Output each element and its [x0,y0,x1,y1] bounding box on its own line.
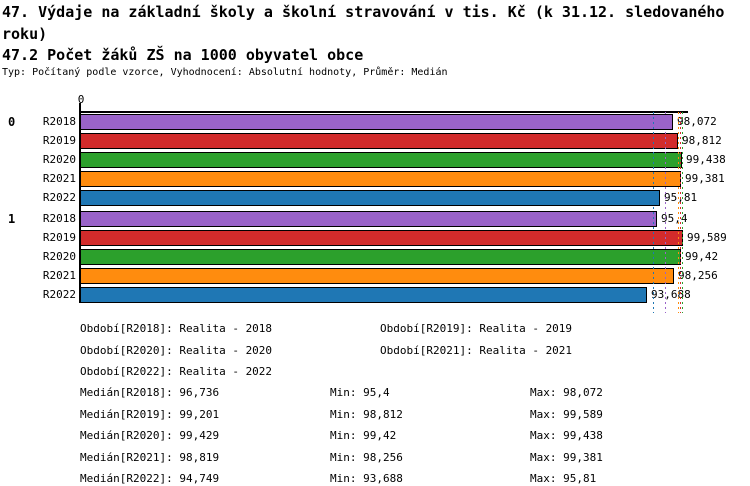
legend-item: Období[R2021]: Realita - 2021 [380,343,573,357]
bar-0-R2019 [80,133,678,149]
stat-max: Max: 99,381 [530,450,603,464]
bar-value-label: 93,688 [651,288,691,301]
bar-1-R2019 [80,230,683,246]
bar-1-R2022 [80,287,647,303]
stat-max: Max: 95,81 [530,472,597,485]
indicator-subtitle: 47.2 Počet žáků ZŠ na 1000 obyvatel obce [2,46,364,64]
stat-min: Min: 98,256 [330,450,403,464]
category-group-label: 1 [8,212,16,226]
category-group-label: 0 [8,115,16,129]
median-line-R2018 [665,112,666,313]
series-row-label: R2022 [42,191,76,204]
stat-median: Medián[R2021]: 98,819 [80,450,220,464]
stat-max: Max: 98,072 [530,386,603,399]
series-row-label: R2021 [42,269,76,282]
series-row-label: R2019 [42,231,76,244]
stat-median: Medián[R2019]: 99,201 [80,407,220,421]
series-row-label: R2019 [42,134,76,147]
indicator-type-line: Typ: Počítaný podle vzorce, Vyhodnocení:… [2,67,448,78]
stat-max: Max: 99,438 [530,429,603,442]
x-axis-tick [79,103,81,111]
median-line-R2020 [682,112,683,313]
series-row-label: R2018 [42,212,76,225]
stat-max: Max: 99,589 [530,407,603,421]
y-axis-line [79,111,81,303]
series-row-label: R2018 [42,115,76,128]
bar-1-R2018 [80,211,657,227]
bar-1-R2021 [80,268,674,284]
bar-value-label: 99,381 [685,172,725,185]
bar-value-label: 98,072 [677,115,717,128]
median-line-R2022 [653,112,654,313]
legend-item: Období[R2022]: Realita - 2022 [80,365,273,378]
bar-1-R2020 [80,249,681,265]
stat-median: Medián[R2018]: 96,736 [80,386,220,399]
series-row-label: R2020 [42,153,76,166]
series-row-label: R2022 [42,288,76,301]
legend-item: Období[R2020]: Realita - 2020 [80,343,273,357]
bar-value-label: 98,256 [678,269,718,282]
x-axis-line [80,111,688,113]
bar-value-label: 98,812 [682,134,722,147]
stat-min: Min: 93,688 [330,472,403,485]
stat-min: Min: 95,4 [330,386,390,399]
legend-item: Období[R2019]: Realita - 2019 [380,322,573,335]
median-line-R2021 [678,112,679,313]
stat-min: Min: 99,42 [330,429,397,442]
page-title-line2: roku) [2,25,48,43]
bar-value-label: 99,589 [687,231,727,244]
bar-0-R2022 [80,190,660,206]
page-title-line1: 47. Výdaje na základní školy a školní st… [2,3,725,21]
legend-item: Období[R2018]: Realita - 2018 [80,322,273,335]
stat-min: Min: 98,812 [330,407,403,421]
stat-median: Medián[R2020]: 99,429 [80,429,220,442]
bar-value-label: 99,438 [686,153,726,166]
bar-0-R2021 [80,171,681,187]
x-axis-origin-label: 0 [77,93,85,106]
bar-0-R2020 [80,152,682,168]
bar-value-label: 99,42 [685,250,719,263]
median-line-R2019 [680,112,681,313]
series-row-label: R2021 [42,172,76,185]
bar-0-R2018 [80,114,673,130]
series-row-label: R2020 [42,250,76,263]
stat-median: Medián[R2022]: 94,749 [80,472,220,485]
